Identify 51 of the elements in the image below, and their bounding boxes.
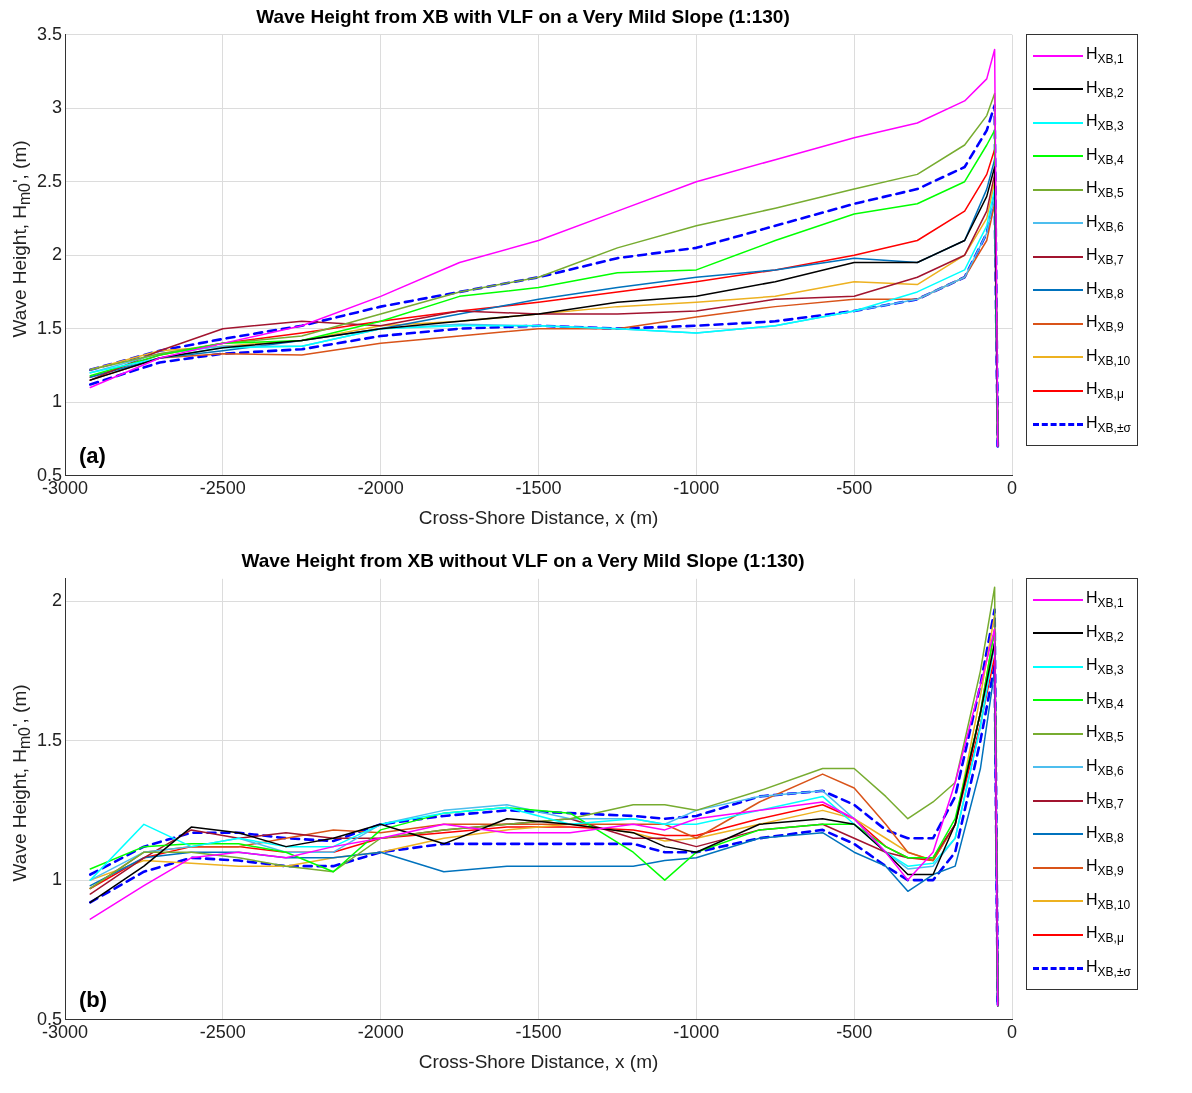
x-axis-title: Cross-Shore Distance, x (m) [418,506,659,528]
x-axis-title: Cross-Shore Distance, x (m) [418,1050,659,1072]
legend-label: H$_{XB,4}$ [1086,145,1124,167]
x-tick-label: -1000 [673,478,720,499]
legend-label: H$_{XB,2}$ [1086,78,1124,100]
x-tick-label: 0 [1006,1022,1018,1043]
y-tick-label: 3 [52,97,63,118]
chart-title: Wave Height from XB with VLF on a Very Mild Slope (1:130) [256,5,790,27]
y-tick-label: 2 [52,244,63,265]
y-tick-label: 2.5 [36,170,63,191]
legend-label: H$_{XB,2}$ [1086,622,1124,644]
x-tick-label: -1500 [515,1022,562,1043]
legend-label: H$_{XB,4}$ [1086,689,1124,711]
y-tick-label: 1 [52,391,63,412]
annotation: (b) [79,986,108,1012]
legend-label: H$_{XB,7}$ [1086,790,1124,812]
x-tick-label: -2000 [357,1022,404,1043]
y-tick-label: 3.5 [36,23,63,44]
x-tick-label: 0 [1006,478,1018,499]
legend-label: H$_{XB,5}$ [1086,723,1124,745]
legend-label: H$_{XB,±σ}$ [1086,413,1131,435]
legend-label: H$_{XB,μ}$ [1086,380,1124,402]
x-tick-label: -500 [836,478,873,499]
x-tick-label: -2500 [199,478,246,499]
legend-label: H$_{XB,3}$ [1086,112,1124,134]
legend-label: H$_{XB,6}$ [1086,212,1124,234]
legend-label: H$_{XB,10}$ [1086,890,1131,912]
legend-label: H$_{XB,8}$ [1086,279,1124,301]
legend-label: H$_{XB,3}$ [1086,656,1124,678]
legend-label: H$_{XB,9}$ [1086,857,1124,879]
x-tick-label: -500 [836,1022,873,1043]
legend-label: H$_{XB,8}$ [1086,823,1124,845]
legend-label: H$_{XB,1}$ [1086,45,1124,67]
annotation: (a) [79,442,106,468]
legend-label: H$_{XB,6}$ [1086,756,1124,778]
x-tick-label: -1000 [673,1022,720,1043]
y-tick-label: 2 [52,590,63,611]
x-tick-label: -1500 [515,478,562,499]
legend-label: H$_{XB,5}$ [1086,179,1124,201]
y-tick-label: 1.5 [36,729,63,750]
legend-label: H$_{XB,10}$ [1086,346,1131,368]
x-tick-label: -2000 [357,478,404,499]
legend-label: H$_{XB,9}$ [1086,313,1124,335]
legend-label: H$_{XB,μ}$ [1086,924,1124,946]
y-tick-label: 1 [52,869,63,890]
x-tick-label: -2500 [199,1022,246,1043]
y-tick-label: 1.5 [36,317,63,338]
legend-label: H$_{XB,7}$ [1086,246,1124,268]
chart-title: Wave Height from XB without VLF on a Very Mild Slope (1:130) [241,549,805,571]
legend-label: H$_{XB,1}$ [1086,589,1124,611]
legend-label: H$_{XB,±σ}$ [1086,957,1131,979]
